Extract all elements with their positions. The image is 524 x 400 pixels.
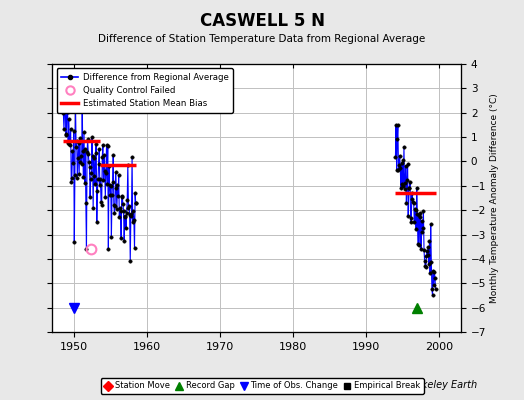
Text: Difference of Station Temperature Data from Regional Average: Difference of Station Temperature Data f…	[99, 34, 425, 44]
Legend: Station Move, Record Gap, Time of Obs. Change, Empirical Break: Station Move, Record Gap, Time of Obs. C…	[101, 378, 423, 394]
Text: CASWELL 5 N: CASWELL 5 N	[200, 12, 324, 30]
Y-axis label: Monthly Temperature Anomaly Difference (°C): Monthly Temperature Anomaly Difference (…	[490, 93, 499, 303]
Text: Berkeley Earth: Berkeley Earth	[405, 380, 477, 390]
Legend: Difference from Regional Average, Quality Control Failed, Estimated Station Mean: Difference from Regional Average, Qualit…	[57, 68, 233, 112]
